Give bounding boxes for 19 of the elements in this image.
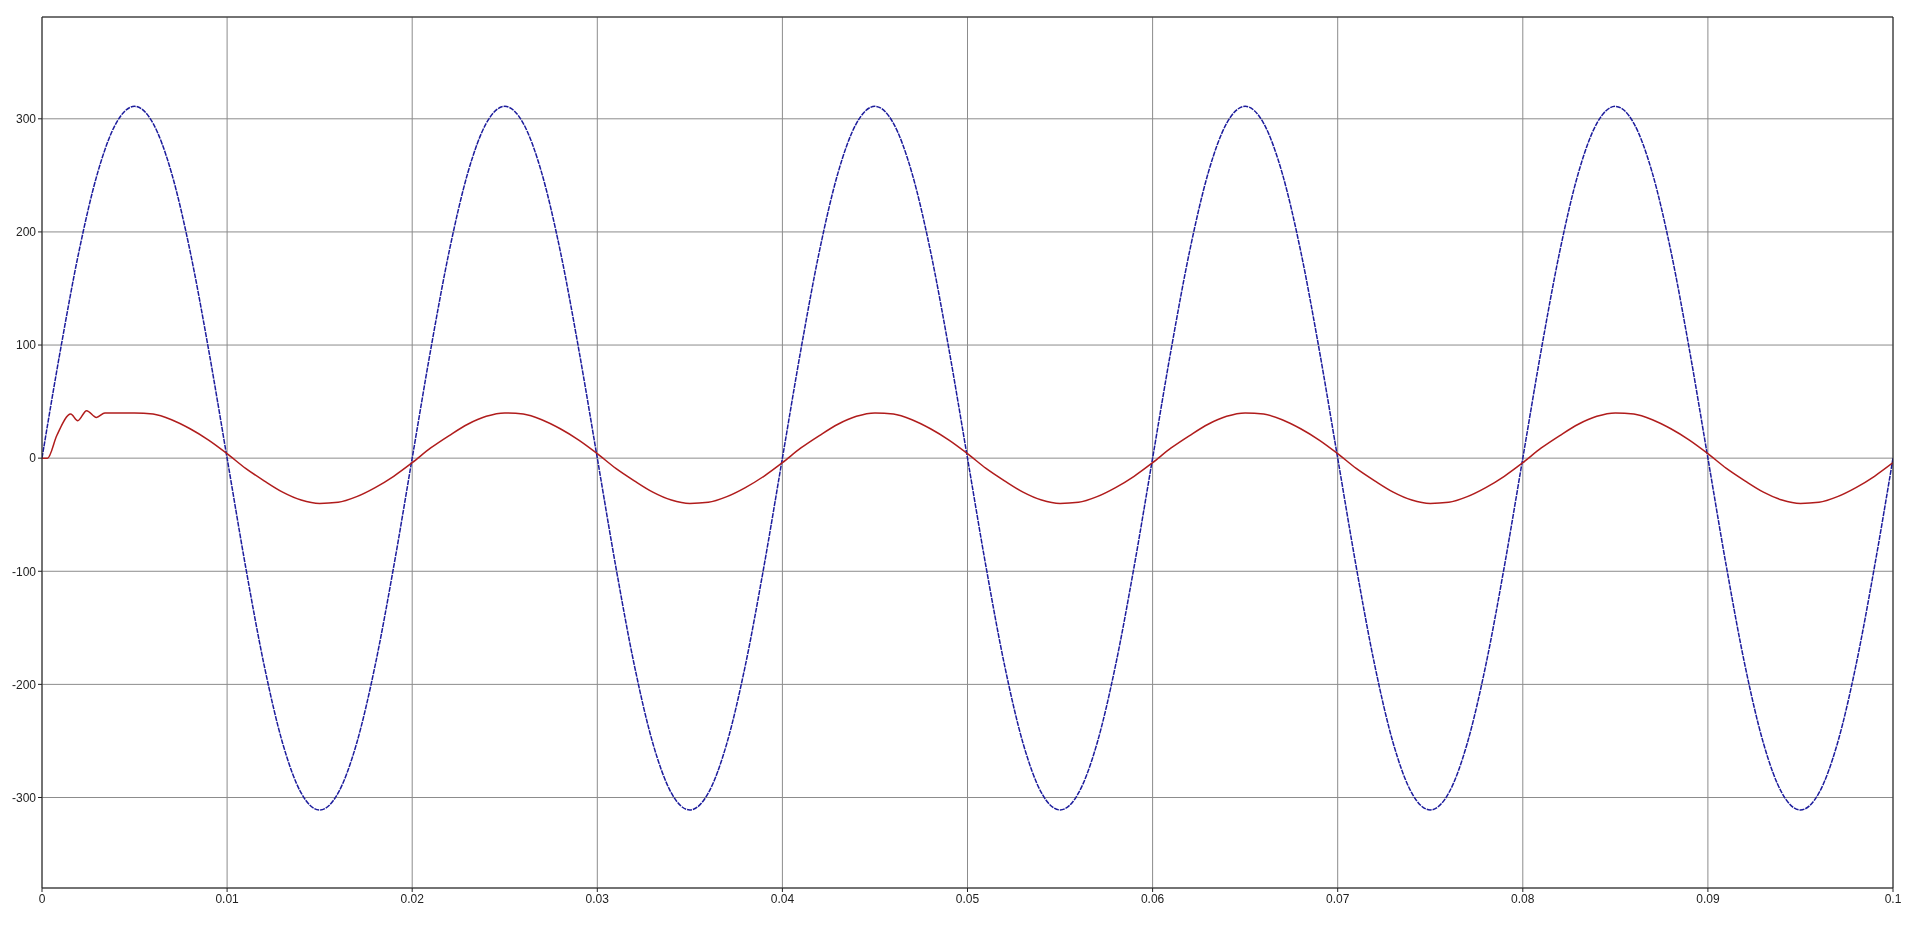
x-tick-label: 0.08 [1511, 891, 1535, 906]
y-tick-label: -100 [11, 564, 37, 579]
x-tick-label: 0.03 [585, 891, 610, 906]
x-tick-label: 0.1 [1884, 891, 1902, 906]
x-tick-label: 0.01 [215, 891, 240, 906]
x-tick-label: 0.04 [770, 891, 795, 906]
line-series [42, 409, 1893, 505]
x-tick-label: 0.02 [400, 891, 425, 906]
y-tick-label: 100 [15, 338, 37, 353]
y-tick-label: 200 [15, 225, 37, 240]
y-tick-label: 0 [29, 451, 37, 466]
x-tick-label: 0.09 [1696, 891, 1720, 906]
y-tick-label: 300 [15, 112, 37, 127]
x-tick-label: 0.07 [1326, 891, 1350, 906]
line-series [42, 105, 1893, 811]
x-tick-label: 0.06 [1140, 891, 1165, 906]
x-tick-label: 0.05 [955, 891, 980, 906]
y-tick-label: -200 [11, 677, 37, 692]
y-tick-label: -300 [11, 790, 37, 805]
